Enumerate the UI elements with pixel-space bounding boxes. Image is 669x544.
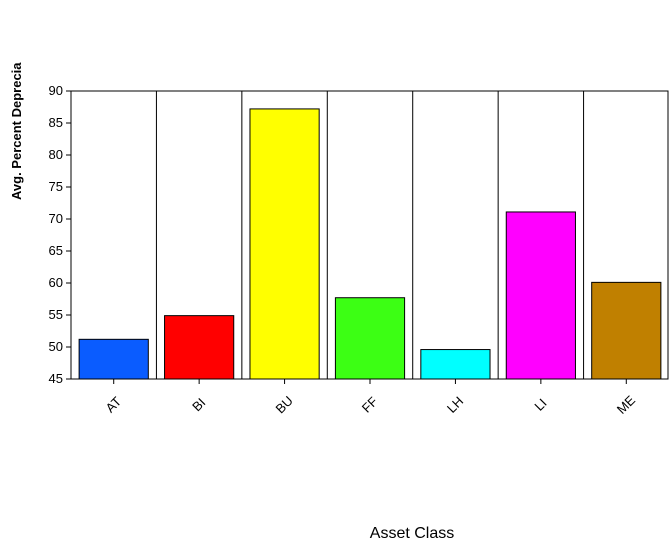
y-axis-title: Avg. Percent Deprecia (9, 62, 24, 200)
x-tick-label: BI (189, 395, 208, 414)
x-tick-label: LH (444, 393, 466, 415)
plot-area: 45 50 55 60 65 70 75 80 85 90 AT BI BU FF LH LI ME (49, 83, 669, 417)
bar-lh (420, 349, 491, 380)
x-tick-label: AT (103, 394, 125, 416)
bar-bi (164, 315, 235, 380)
x-tick-label: ME (614, 392, 639, 417)
bar-ff (334, 297, 406, 380)
y-tick-label: 75 (49, 179, 63, 194)
bar-li (505, 211, 576, 380)
bar-bu (249, 108, 320, 380)
bar-me (591, 281, 662, 380)
x-tick-label: FF (359, 394, 381, 416)
y-tick-label: 80 (49, 147, 63, 162)
x-axis-title: Asset Class (370, 525, 454, 542)
bar-at (78, 338, 149, 380)
y-tick-label: 60 (49, 275, 63, 290)
x-tick-label: BU (273, 393, 296, 416)
y-tick-label: 45 (49, 371, 63, 386)
y-tick-label: 65 (49, 243, 63, 258)
y-tick-label: 55 (49, 307, 63, 322)
y-tick-label: 50 (49, 339, 63, 354)
y-tick-label: 90 (49, 83, 63, 98)
y-tick-label: 85 (49, 115, 63, 130)
y-tick-label: 70 (49, 211, 63, 226)
x-tick-label: LI (531, 396, 549, 414)
